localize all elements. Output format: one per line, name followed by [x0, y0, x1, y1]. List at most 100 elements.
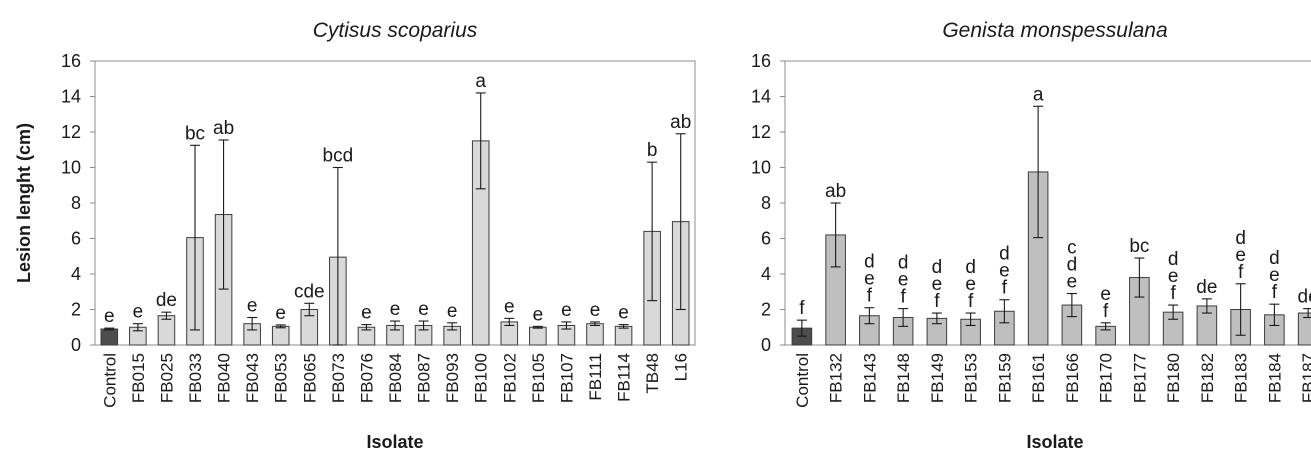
- category-label: FB015: [129, 353, 148, 403]
- y-tick-label: 2: [761, 300, 771, 320]
- category-label: FB111: [586, 353, 605, 401]
- category-label: FB148: [894, 353, 913, 403]
- significance-label: bc: [185, 123, 205, 144]
- category-label: FB025: [157, 353, 176, 403]
- significance-label: d: [864, 252, 875, 273]
- category-label: FB107: [557, 353, 576, 403]
- significance-label: bcd: [323, 146, 354, 167]
- significance-label: d: [898, 253, 909, 274]
- significance-label: e: [1067, 272, 1078, 293]
- category-label: FB183: [1232, 353, 1251, 403]
- category-label: TB48: [643, 353, 662, 394]
- significance-label: e: [104, 306, 115, 327]
- y-tick-label: 16: [751, 51, 771, 71]
- category-label: FB084: [386, 353, 405, 403]
- significance-label: e: [932, 274, 943, 295]
- significance-label: e: [590, 300, 601, 321]
- significance-label: f: [799, 298, 805, 319]
- category-label: Control: [793, 353, 812, 408]
- significance-label: f: [968, 291, 974, 312]
- significance-label: e: [275, 303, 286, 324]
- category-label: FB076: [357, 353, 376, 403]
- chart-title: Genista monspessulana: [942, 19, 1167, 42]
- chart-title: Cytisus scoparius: [313, 19, 478, 42]
- y-tick-label: 12: [751, 122, 771, 142]
- y-tick-label: 16: [61, 51, 81, 71]
- y-tick-label: 4: [761, 264, 771, 284]
- category-label: FB114: [615, 353, 634, 402]
- significance-label: e: [898, 270, 909, 291]
- y-tick-label: 14: [751, 87, 771, 107]
- significance-label: f: [934, 291, 940, 312]
- significance-label: f: [867, 286, 873, 307]
- significance-label: f: [1272, 282, 1278, 303]
- significance-label: d: [999, 244, 1010, 265]
- y-tick-label: 2: [71, 300, 81, 320]
- significance-label: e: [447, 301, 458, 322]
- category-label: FB102: [500, 353, 519, 403]
- y-tick-label: 12: [61, 122, 81, 142]
- chart-2: Genista monspessulana 0 2 4 6 8 10 12 14 16 Isolat…: [751, 19, 1311, 452]
- category-label: L16: [672, 353, 691, 381]
- significance-label: e: [418, 299, 429, 320]
- category-label: FB065: [300, 353, 319, 403]
- significance-label: de: [1196, 277, 1217, 298]
- significance-label: d: [932, 257, 943, 278]
- y-tick-label: 8: [71, 193, 81, 213]
- significance-label: f: [1238, 262, 1244, 283]
- y-tick-label: 10: [751, 158, 771, 178]
- y-tick-label: 10: [61, 158, 81, 178]
- significance-label: d: [965, 257, 976, 278]
- bar-fb025: [157, 315, 176, 346]
- significance-label: bc: [1129, 236, 1149, 257]
- significance-label: e: [1168, 266, 1179, 287]
- significance-label: e: [361, 303, 372, 324]
- category-label: FB043: [243, 353, 262, 403]
- significance-label: c: [1067, 238, 1077, 259]
- significance-label: f: [900, 287, 906, 308]
- significance-label: b: [647, 140, 658, 161]
- category-label: FB182: [1198, 353, 1217, 403]
- bar-fb111: [586, 323, 604, 346]
- significance-label: a: [1033, 84, 1044, 105]
- category-label: FB170: [1097, 353, 1116, 403]
- bar-fb114: [614, 325, 633, 346]
- significance-label: e: [999, 261, 1010, 282]
- category-label: FB033: [186, 353, 205, 403]
- y-tick-label: 6: [761, 229, 771, 249]
- significance-label: e: [1100, 284, 1111, 305]
- significance-label: cde: [294, 281, 325, 302]
- significance-label: f: [1170, 283, 1176, 304]
- category-label: Control: [100, 353, 119, 408]
- significance-label: f: [1002, 278, 1008, 299]
- category-label: FB180: [1164, 353, 1183, 403]
- category-label: FB093: [443, 353, 462, 403]
- significance-label: ab: [825, 181, 846, 202]
- chart-1: Cytisus scoparius 0 2 4 6 8 10 12 14 16 Lesion len…: [14, 19, 696, 452]
- category-label: FB159: [995, 353, 1014, 403]
- category-label: FB184: [1265, 353, 1284, 403]
- significance-label: e: [965, 274, 976, 295]
- y-tick-label: 14: [61, 87, 81, 107]
- significance-label: e: [1235, 245, 1246, 266]
- category-label: FB161: [1029, 353, 1048, 403]
- category-label: FB087: [415, 353, 434, 403]
- category-label: FB040: [215, 353, 234, 403]
- y-tick-label: 6: [71, 229, 81, 249]
- category-label: FB105: [529, 353, 548, 403]
- significance-label: d: [1235, 228, 1246, 249]
- bar-fb053: [271, 325, 290, 346]
- y-tick-label: 0: [71, 335, 81, 355]
- significance-label: e: [504, 296, 515, 317]
- significance-label: de: [1298, 287, 1311, 308]
- bar-fb105: [529, 326, 547, 346]
- y-tick-label: 4: [71, 264, 81, 284]
- category-label: FB073: [329, 353, 348, 403]
- significance-label: e: [533, 304, 544, 325]
- significance-label: ab: [213, 118, 234, 139]
- significance-label: e: [1269, 265, 1280, 286]
- significance-label: de: [156, 290, 177, 311]
- significance-label: a: [475, 71, 486, 92]
- significance-label: e: [561, 300, 572, 321]
- category-label: FB053: [272, 353, 291, 403]
